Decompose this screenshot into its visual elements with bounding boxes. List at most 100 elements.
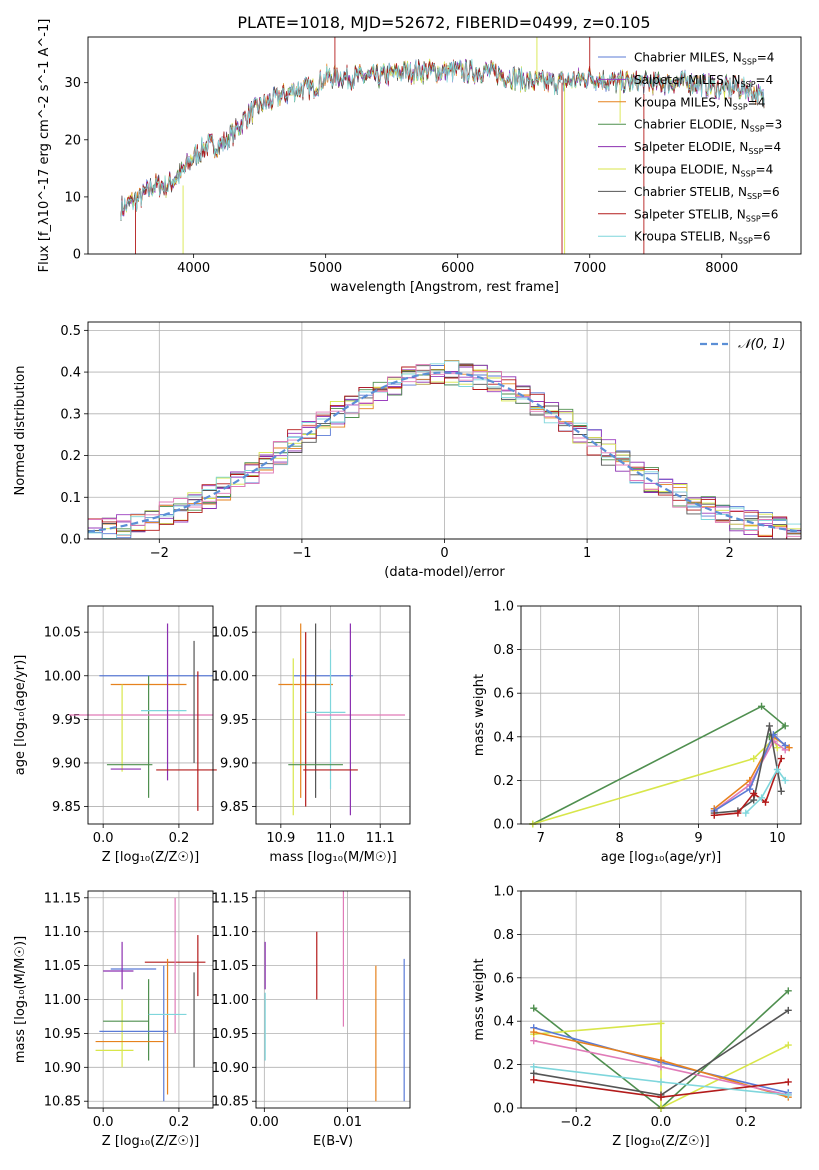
legend-label: Chabrier ELODIE, NSSP=3 [634, 118, 782, 134]
x-tick-label: 0.00 [250, 1115, 279, 1130]
x-axis-label: mass [log₁₀(M/M☉)] [269, 850, 396, 865]
y-tick-label: 11.05 [212, 959, 249, 974]
weight-marker [777, 755, 785, 763]
weight-marker [742, 809, 750, 817]
x-tick-label: 0.01 [333, 1115, 362, 1130]
y-tick-label: 10.00 [212, 669, 249, 684]
y-tick-label: 10.95 [44, 1027, 81, 1042]
weight-marker [773, 744, 781, 752]
legend-label: Kroupa MILES, NSSP=4 [634, 95, 765, 111]
panel-spectrum: 4000 5000 6000 7000 8000 0 10 20 30 wavelength [A… [37, 19, 802, 295]
y-axis-label: mass weight [472, 674, 487, 756]
y-tick-label: 0.8 [493, 928, 514, 943]
legend-label: 𝒩(0, 1) [738, 337, 785, 352]
x-tick-label: 11.0 [316, 831, 345, 846]
x-tick-label: 8000 [705, 261, 738, 276]
y-tick-label: 11.10 [44, 925, 81, 940]
weight-marker [734, 809, 742, 817]
y-tick-label: 9.85 [220, 800, 249, 815]
x-tick-label: 7 [537, 831, 545, 846]
legend-label: Kroupa ELODIE, NSSP=4 [634, 163, 773, 179]
x-tick-label: −1 [292, 546, 311, 561]
y-tick-label: 0.6 [493, 971, 514, 986]
weight-marker [781, 742, 789, 750]
x-tick-label: 8 [615, 831, 623, 846]
y-axis-label: age [log₁₀(age/yr)] [13, 655, 28, 776]
y-axis-label: Flux [f_λ10^-17 erg cm^-2 s^-1 A^-1] [37, 19, 52, 273]
histogram-9 [88, 364, 801, 537]
x-axis-label: Z [log₁₀(Z/Z☉)] [612, 1134, 709, 1149]
x-tick-label: 7000 [573, 261, 606, 276]
weight-marker [781, 722, 789, 730]
x-tick-label: 2 [726, 546, 734, 561]
y-tick-label: 0.4 [493, 730, 514, 745]
weight-marker [762, 798, 770, 806]
y-tick-label: 0.0 [493, 818, 514, 833]
y-tick-label: 0.3 [60, 407, 81, 422]
weight-marker [758, 794, 766, 802]
x-axis-label: wavelength [Angstrom, rest frame] [330, 280, 559, 295]
histogram-7 [88, 364, 801, 540]
x-axis-label: Z [log₁₀(Z/Z☉)] [102, 1134, 199, 1149]
y-tick-label: 0.2 [60, 449, 81, 464]
y-tick-label: 10.90 [212, 1061, 249, 1076]
weight-marker [530, 1076, 538, 1084]
legend-label: Salpeter MILES, NSSP=4 [634, 73, 773, 89]
weight-marker [657, 1019, 665, 1027]
weight-marker [773, 766, 781, 773]
x-tick-label: 11.1 [366, 831, 395, 846]
axes-frame [520, 605, 802, 825]
y-tick-label: 9.95 [52, 713, 81, 728]
y-tick-label: 0.0 [60, 533, 81, 548]
y-tick-label: 11.15 [44, 891, 81, 906]
y-tick-label: 1.0 [493, 885, 514, 900]
x-tick-label: 6000 [441, 261, 474, 276]
y-tick-label: 11.15 [212, 891, 249, 906]
y-tick-label: 1.0 [493, 600, 514, 615]
x-tick-label: 0.2 [169, 831, 190, 846]
weight-marker [765, 722, 773, 730]
weight-marker [777, 787, 785, 795]
panel-weight-vs-age: 7 8 9 10 0.0 0.2 0.4 0.6 0.8 1.0 age [log₁₀(age/yr… [472, 600, 802, 865]
weight-marker [657, 1056, 665, 1064]
x-axis-label: (data-model)/error [384, 565, 505, 580]
y-tick-label: 9.90 [220, 756, 249, 771]
x-tick-label: 0.0 [651, 1115, 672, 1130]
x-tick-label: −2 [150, 546, 169, 561]
y-tick-label: 0.4 [60, 366, 81, 381]
weight-marker [750, 796, 758, 804]
gaussian-curve [87, 371, 802, 533]
y-tick-label: 0.2 [493, 1058, 514, 1073]
panel-age-vs-Z: 0.0 0.2 9.85 9.90 9.95 10.00 10.05 Z [log₁₀(Z/Z… [13, 605, 217, 865]
x-tick-label: 0.0 [93, 831, 114, 846]
y-axis-label: mass [log₁₀(M/M☉)] [13, 936, 28, 1063]
y-tick-label: 10.00 [44, 669, 81, 684]
y-tick-label: 11.00 [44, 993, 81, 1008]
weight-marker [750, 789, 758, 797]
axes-frame [255, 605, 411, 825]
y-axis-label: mass weight [472, 958, 487, 1040]
y-tick-label: 20 [64, 133, 81, 148]
x-axis-label: E(B-V) [313, 1134, 353, 1149]
legend-label: Kroupa STELIB, NSSP=6 [634, 230, 771, 246]
y-tick-label: 11.10 [212, 925, 249, 940]
weight-marker [758, 702, 766, 710]
weight-marker [530, 1004, 538, 1012]
y-tick-label: 0.0 [493, 1102, 514, 1117]
y-tick-label: 0.4 [493, 1015, 514, 1030]
y-tick-label: 9.90 [52, 756, 81, 771]
legend-label: Salpeter STELIB, NSSP=6 [634, 207, 778, 223]
x-tick-label: 4000 [177, 261, 210, 276]
y-tick-label: 0.1 [60, 491, 81, 506]
y-tick-label: 10.90 [44, 1061, 81, 1076]
histogram-2 [88, 359, 801, 536]
weight-marker [530, 1028, 538, 1036]
panel-age-vs-mass: 10.9 11.0 11.1 9.85 9.90 9.95 10.00 10.05 mass [… [212, 605, 411, 865]
weight-marker [530, 1037, 538, 1045]
weight-marker [750, 755, 758, 763]
weight-marker [657, 1078, 665, 1086]
y-tick-label: 30 [64, 76, 81, 91]
weight-marker [710, 811, 718, 819]
weight-marker [781, 776, 789, 784]
